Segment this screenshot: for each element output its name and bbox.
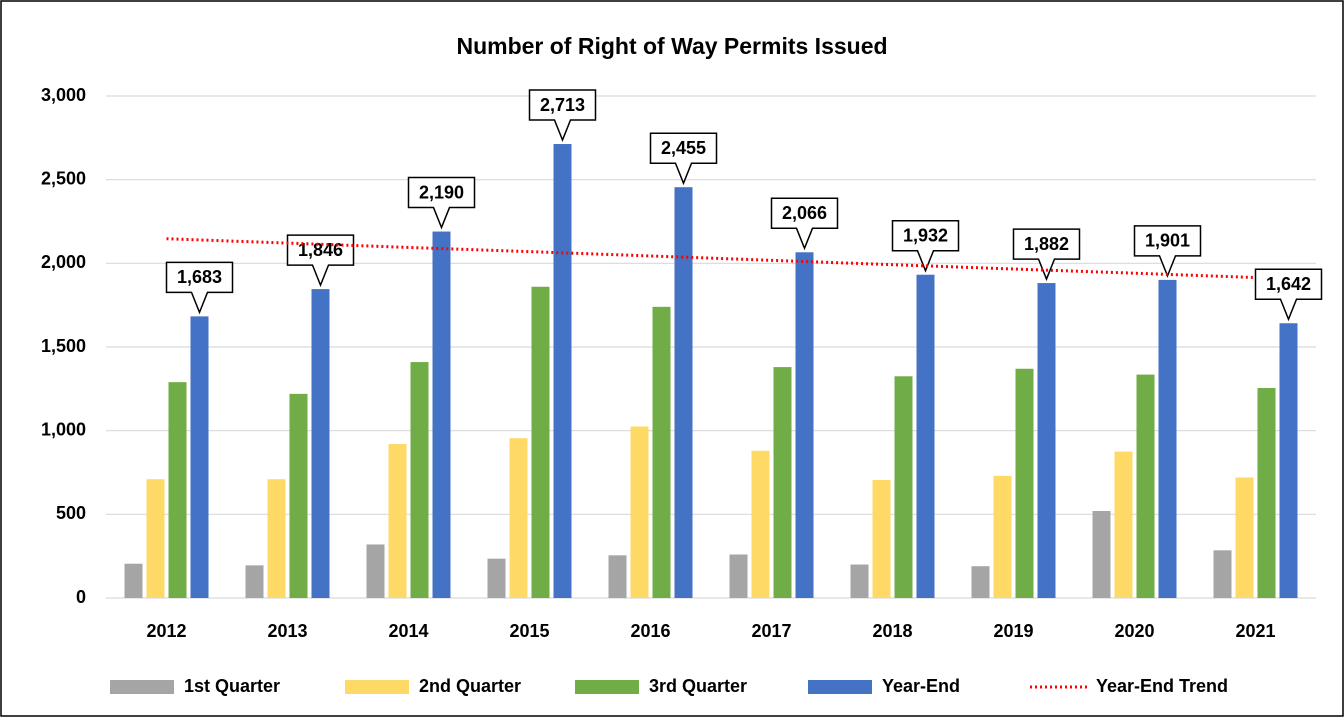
data-label: 2,066 — [782, 203, 827, 223]
bar — [1015, 368, 1034, 598]
x-tick-label: 2013 — [267, 621, 307, 641]
legend-swatch — [110, 680, 174, 694]
y-tick-label: 1,000 — [41, 419, 86, 439]
y-tick-label: 3,000 — [41, 85, 86, 105]
data-label: 1,932 — [903, 225, 948, 245]
data-label: 2,455 — [661, 138, 706, 158]
bar — [608, 555, 627, 598]
bar — [916, 274, 935, 598]
legend-label: 2nd Quarter — [419, 676, 521, 696]
label-callout — [1133, 225, 1202, 278]
label-callout — [286, 234, 355, 288]
label-callout — [770, 197, 839, 251]
bar — [124, 563, 143, 598]
legend-swatch — [345, 680, 409, 694]
bar — [630, 426, 649, 598]
bar — [1257, 387, 1276, 598]
data-label: 2,713 — [540, 95, 585, 115]
trend-line — [166, 237, 1256, 280]
y-tick-label: 1,500 — [41, 336, 86, 356]
bar — [487, 558, 506, 598]
bar — [146, 479, 165, 598]
bar — [1235, 477, 1254, 598]
bar — [531, 286, 550, 598]
bar — [729, 554, 748, 598]
x-tick-label: 2012 — [146, 621, 186, 641]
x-tick-label: 2019 — [993, 621, 1033, 641]
bar — [1136, 374, 1155, 598]
bar — [751, 450, 770, 598]
x-tick-label: 2021 — [1235, 621, 1275, 641]
bar — [245, 565, 264, 598]
legend-label: Year-End — [882, 676, 960, 696]
legend-swatch — [575, 680, 639, 694]
label-callout — [528, 89, 597, 143]
label-callout — [891, 219, 960, 273]
bar — [509, 438, 528, 598]
y-tick-label: 500 — [56, 503, 86, 523]
bar — [267, 479, 286, 598]
bar — [971, 566, 990, 598]
bar — [190, 316, 209, 598]
x-tick-label: 2016 — [630, 621, 670, 641]
bar — [410, 362, 429, 598]
bar — [1092, 510, 1111, 598]
data-label: 1,901 — [1145, 231, 1190, 251]
legend-label: 1st Quarter — [184, 676, 280, 696]
label-callout — [1254, 268, 1323, 322]
bar — [652, 306, 671, 598]
bar — [289, 393, 308, 598]
bar — [674, 187, 693, 599]
chart-title: Number of Right of Way Permits Issued — [456, 33, 887, 59]
bar — [366, 544, 385, 598]
legend-label: Year-End Trend — [1096, 676, 1228, 696]
bar — [1279, 323, 1298, 598]
bar — [1114, 451, 1133, 598]
data-label: 1,683 — [177, 267, 222, 287]
y-tick-label: 2,000 — [41, 252, 86, 272]
bar — [432, 231, 451, 599]
label-callout — [649, 132, 718, 186]
x-tick-label: 2017 — [751, 621, 791, 641]
bar — [168, 382, 187, 598]
label-callout — [165, 261, 234, 315]
x-tick-label: 2020 — [1114, 621, 1154, 641]
x-tick-label: 2015 — [509, 621, 549, 641]
y-tick-label: 0 — [76, 587, 86, 607]
bar — [773, 367, 792, 598]
data-label: 1,642 — [1266, 274, 1311, 294]
bar — [872, 480, 891, 598]
bar — [795, 252, 814, 598]
y-tick-label: 2,500 — [41, 168, 86, 188]
bar — [1213, 550, 1232, 598]
x-tick-label: 2014 — [388, 621, 428, 641]
bar — [1158, 279, 1177, 598]
label-callout — [407, 176, 476, 230]
x-tick-label: 2018 — [872, 621, 912, 641]
legend-swatch — [808, 680, 872, 694]
data-label: 1,846 — [298, 240, 343, 260]
data-label: 1,882 — [1024, 234, 1069, 254]
bar — [1037, 283, 1056, 598]
bar — [553, 144, 572, 599]
bar — [894, 376, 913, 598]
bar — [311, 289, 330, 598]
bar — [993, 475, 1012, 598]
legend-label: 3rd Quarter — [649, 676, 747, 696]
data-label: 2,190 — [419, 182, 464, 202]
label-callout — [1012, 228, 1081, 282]
bar — [388, 444, 407, 598]
bar — [850, 564, 869, 598]
